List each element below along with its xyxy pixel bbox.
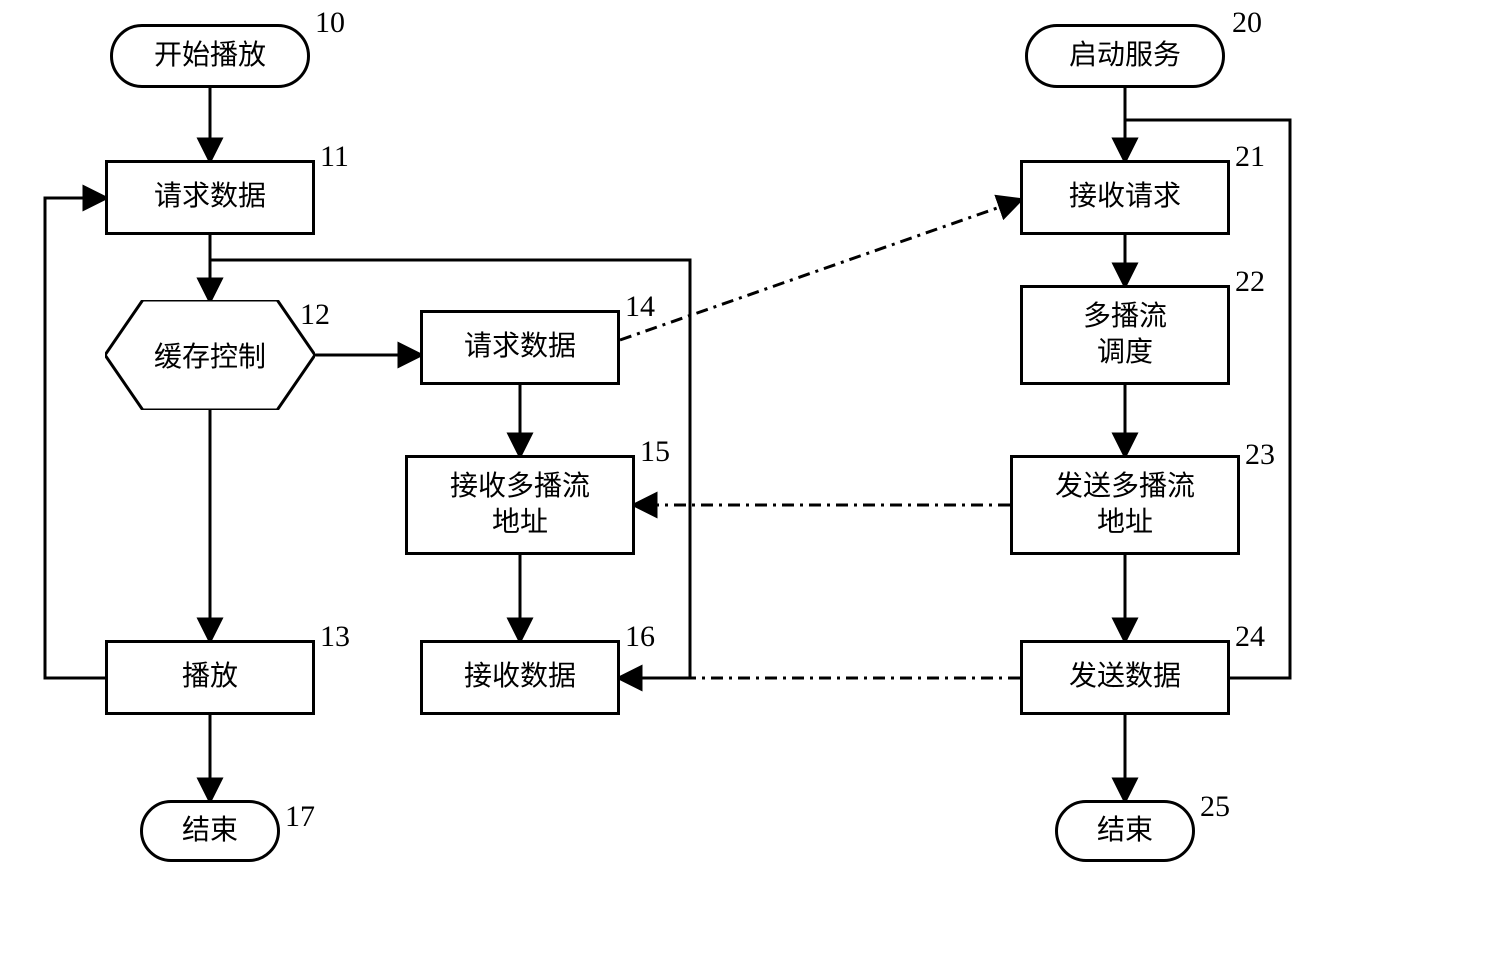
node-10: 开始播放 [110, 24, 310, 88]
label-21: 21 [1235, 140, 1265, 174]
node-22: 多播流 调度 [1020, 285, 1230, 385]
node-20: 启动服务 [1025, 24, 1225, 88]
node-15-label: 接收多播流 地址 [450, 469, 590, 542]
label-14: 14 [625, 290, 655, 324]
node-24: 发送数据 [1020, 640, 1230, 715]
node-24-label: 发送数据 [1069, 659, 1181, 695]
node-20-label: 启动服务 [1069, 38, 1181, 74]
flowchart-canvas: 开始播放请求数据缓存控制播放请求数据接收多播流 地址接收数据结束启动服务接收请求… [0, 0, 1507, 973]
node-23-label: 发送多播流 地址 [1055, 469, 1195, 542]
node-17: 结束 [140, 800, 280, 862]
node-16: 接收数据 [420, 640, 620, 715]
node-11-label: 请求数据 [154, 179, 266, 215]
node-21-label: 接收请求 [1069, 179, 1181, 215]
label-24: 24 [1235, 620, 1265, 654]
node-14-label: 请求数据 [464, 329, 576, 365]
node-10-label: 开始播放 [154, 38, 266, 74]
label-25: 25 [1200, 790, 1230, 824]
node-17-label: 结束 [182, 813, 238, 849]
node-13-label: 播放 [182, 659, 238, 695]
node-13: 播放 [105, 640, 315, 715]
label-13: 13 [320, 620, 350, 654]
node-15: 接收多播流 地址 [405, 455, 635, 555]
node-16-label: 接收数据 [464, 659, 576, 695]
label-22: 22 [1235, 265, 1265, 299]
node-22-label: 多播流 调度 [1083, 299, 1167, 372]
node-11: 请求数据 [105, 160, 315, 235]
label-23: 23 [1245, 438, 1275, 472]
node-14: 请求数据 [420, 310, 620, 385]
label-20: 20 [1232, 6, 1262, 40]
label-10: 10 [315, 6, 345, 40]
node-25-label: 结束 [1097, 813, 1153, 849]
label-15: 15 [640, 435, 670, 469]
node-21: 接收请求 [1020, 160, 1230, 235]
node-12-label: 缓存控制 [105, 300, 315, 410]
edge-15 [620, 200, 1020, 340]
label-11: 11 [320, 140, 349, 174]
label-17: 17 [285, 800, 315, 834]
edge-7 [45, 198, 105, 678]
label-16: 16 [625, 620, 655, 654]
node-12: 缓存控制 [105, 300, 315, 410]
node-25: 结束 [1055, 800, 1195, 862]
node-23: 发送多播流 地址 [1010, 455, 1240, 555]
